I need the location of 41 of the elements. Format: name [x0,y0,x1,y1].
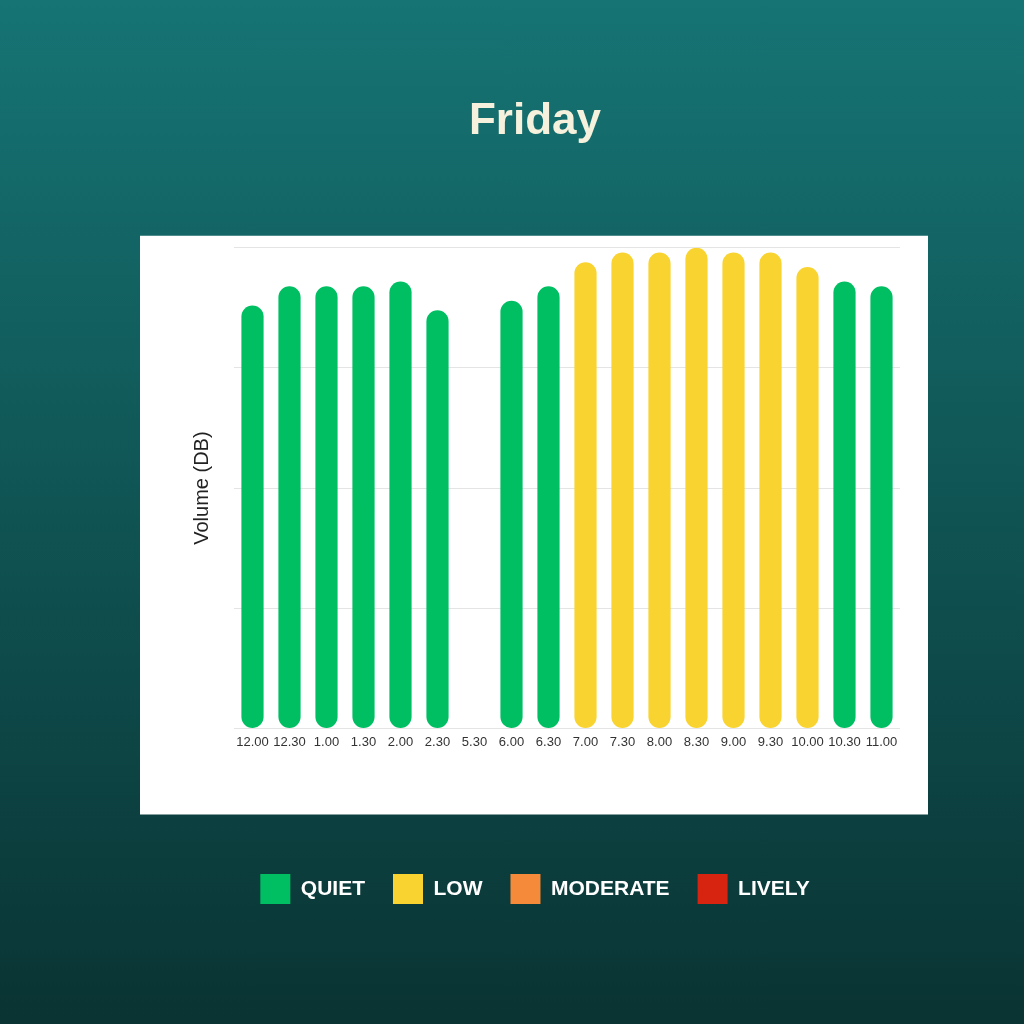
y-axis-title: Volume (DB) [189,431,212,545]
bar [500,300,523,728]
x-tick-label: 7.30 [609,733,636,749]
x-tick-label: 6.00 [498,733,525,749]
x-tick-label: 11.00 [865,733,898,749]
x-tick-label: 2.00 [387,733,414,749]
x-tick-label: 12.30 [273,733,306,749]
x-tick-label: 9.30 [757,733,784,749]
x-tick-label: 8.00 [646,733,673,749]
x-tick-label: 8.30 [683,733,710,749]
x-tick-label: 1.30 [350,733,377,749]
x-tick-label: 10.00 [791,733,824,749]
legend-label: LOW [433,875,483,899]
x-tick-label: 9.00 [720,733,747,749]
bar [722,252,745,728]
legend-label: MODERATE [550,875,670,899]
x-tick-label: 7.00 [572,733,599,749]
bar [611,252,634,728]
legend-label: QUIET [300,875,366,899]
x-tick-label: 12.00 [236,733,269,749]
bar [352,286,375,728]
bar [648,252,671,728]
bar [537,286,560,728]
x-tick-label: 6.30 [535,733,562,749]
bar [870,286,893,728]
x-tick-label: 2.30 [424,733,451,749]
bar [389,281,412,728]
x-tick-label: 10.30 [828,733,861,749]
bar [796,267,819,728]
chart-title: Friday [468,93,602,143]
bar [278,286,301,728]
bar [574,262,597,728]
bar [426,310,449,728]
bar [315,286,338,728]
bar [685,247,708,728]
bar [759,252,782,728]
bar [833,281,856,728]
x-tick-label: 5.30 [461,733,488,749]
x-tick-label: 1.00 [313,733,340,749]
bar [241,305,264,728]
legend-label: LIVELY [738,875,810,899]
